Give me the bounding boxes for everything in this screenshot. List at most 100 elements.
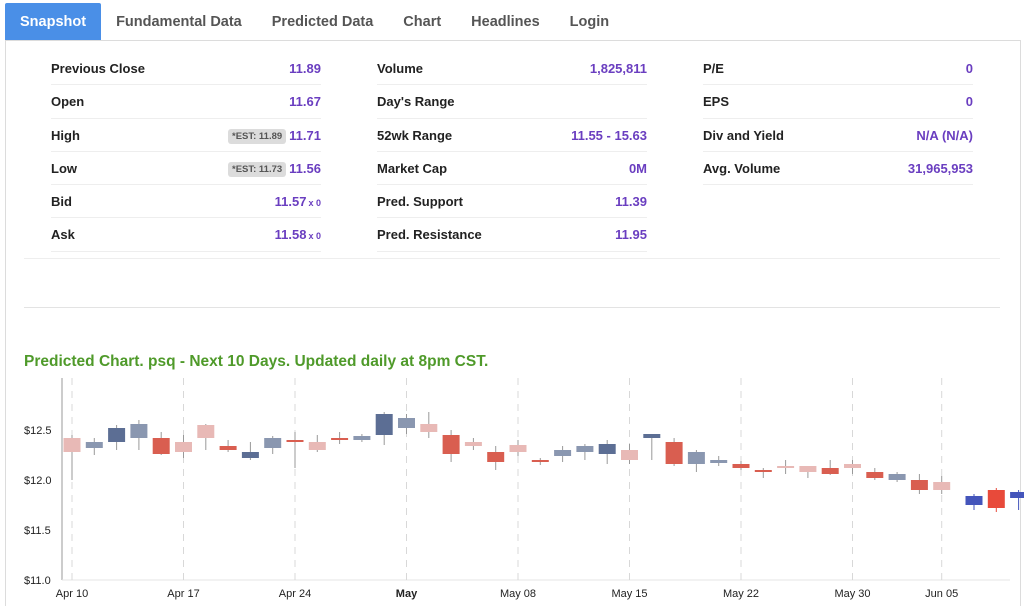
candle bbox=[219, 440, 237, 452]
estimate-badge: *EST: 11.89 bbox=[228, 128, 287, 144]
stat-row-pred-support: Pred. Support 11.39 bbox=[377, 185, 647, 219]
candle bbox=[844, 460, 861, 474]
candle bbox=[554, 446, 572, 462]
candle bbox=[687, 450, 705, 472]
stat-value-high: *EST: 11.89 11.71 bbox=[228, 128, 321, 144]
stat-label: Pred. Support bbox=[377, 194, 463, 210]
candle bbox=[576, 444, 594, 460]
stat-label: P/E bbox=[703, 61, 724, 76]
candle bbox=[331, 432, 349, 444]
stat-value-avg-volume: 31,965,953 bbox=[908, 161, 973, 176]
tab-snapshot[interactable]: Snapshot bbox=[5, 3, 102, 41]
stat-value-div-and-yield: N/A (N/A) bbox=[916, 128, 973, 143]
stat-row-low: Low *EST: 11.73 11.56 bbox=[51, 152, 321, 186]
stat-number: 11.57 bbox=[274, 194, 307, 210]
stat-row-ask: Ask 11.58 x 0 bbox=[51, 218, 321, 252]
y-tick-label: $12.5 bbox=[24, 425, 52, 437]
candle bbox=[598, 440, 616, 464]
stat-label: Volume bbox=[377, 61, 423, 76]
tab-chart[interactable]: Chart bbox=[403, 14, 442, 30]
snapshot-panel bbox=[5, 40, 1021, 606]
x-tick-label: May bbox=[396, 588, 418, 600]
stat-value-p-e: 0 bbox=[966, 61, 973, 76]
stat-value-open: 11.67 bbox=[289, 94, 321, 109]
tab-headlines[interactable]: Headlines bbox=[471, 14, 540, 30]
x-tick-label: Apr 10 bbox=[56, 588, 88, 600]
estimate-badge: *EST: 11.73 bbox=[228, 161, 287, 177]
candle bbox=[63, 435, 81, 480]
stat-number: 11.67 bbox=[289, 94, 321, 110]
stat-value-bid: 11.57 x 0 bbox=[275, 194, 321, 209]
stat-row-div-and-yield: Div and Yield N/A (N/A) bbox=[703, 119, 973, 152]
stat-number: 11.58 bbox=[274, 227, 307, 243]
order-size: x 0 bbox=[308, 198, 321, 209]
section-divider bbox=[24, 258, 1000, 259]
tab-fundamental-data[interactable]: Fundamental Data bbox=[116, 14, 242, 30]
candle bbox=[197, 424, 215, 450]
stat-value-52wk-range: 11.55 - 15.63 bbox=[571, 128, 647, 143]
candle bbox=[933, 476, 951, 494]
stat-label: Previous Close bbox=[51, 61, 145, 76]
x-tick-label: Jun 05 bbox=[925, 588, 958, 600]
stat-row-previous-close: Previous Close 11.89 bbox=[51, 52, 321, 86]
candle bbox=[487, 446, 505, 470]
candle bbox=[375, 412, 393, 445]
tab-login[interactable]: Login bbox=[569, 14, 610, 30]
stat-value-ask: 11.58 x 0 bbox=[275, 227, 321, 242]
order-size: x 0 bbox=[308, 231, 321, 242]
candle bbox=[910, 474, 928, 494]
predicted-candle bbox=[1010, 490, 1024, 510]
candle bbox=[821, 460, 839, 475]
candle bbox=[621, 444, 638, 464]
snapshot-column-1: Previous Close 11.89 Open 11.67 High *EST: 11… bbox=[51, 52, 321, 252]
stat-value-low: *EST: 11.73 11.56 bbox=[228, 161, 321, 177]
x-tick-label: May 22 bbox=[723, 588, 759, 600]
snapshot-column-2: Volume 1,825,811 Day's Range 52wk Range 11.5… bbox=[377, 52, 647, 252]
stat-row-52wk-range: 52wk Range 11.55 - 15.63 bbox=[377, 119, 647, 152]
y-tick-label: $11.0 bbox=[24, 575, 51, 587]
stat-number: N/A (N/A) bbox=[916, 127, 973, 143]
stat-value-pred-support: 11.39 bbox=[615, 194, 647, 209]
candle bbox=[286, 432, 304, 468]
candle bbox=[464, 438, 482, 450]
predicted-candlestick-chart: $11.0 $11.5 $12.0 $12.5 Apr 10 Apr 17 Apr 24 Ma… bbox=[24, 378, 1024, 600]
y-tick-label: $12.0 bbox=[24, 475, 52, 487]
stat-number: 11.56 bbox=[289, 160, 321, 176]
stat-number: 11.95 bbox=[615, 227, 647, 243]
stat-label: Pred. Resistance bbox=[377, 227, 482, 243]
candle bbox=[152, 432, 170, 455]
tab-predicted-data[interactable]: Predicted Data bbox=[271, 14, 374, 30]
stat-label: Low bbox=[51, 160, 77, 176]
x-tick-label: May 30 bbox=[834, 588, 870, 600]
chart-title: Predicted Chart. psq - Next 10 Days. Upd… bbox=[24, 353, 489, 370]
predicted-candle bbox=[965, 494, 983, 510]
candle bbox=[665, 438, 683, 466]
stat-row-p-e: P/E 0 bbox=[703, 52, 973, 86]
stat-label: Ask bbox=[51, 227, 75, 243]
stat-label: Market Cap bbox=[377, 160, 448, 176]
candle bbox=[777, 460, 795, 474]
stat-value-previous-close: 11.89 bbox=[289, 61, 321, 76]
stat-label: EPS bbox=[703, 94, 730, 110]
section-divider bbox=[24, 307, 1000, 308]
stat-row-volume: Volume 1,825,811 bbox=[377, 52, 647, 86]
candle bbox=[353, 434, 371, 442]
stat-label: Open bbox=[51, 94, 85, 110]
candle bbox=[754, 468, 772, 478]
stat-value-volume: 1,825,811 bbox=[590, 61, 647, 76]
candle bbox=[308, 435, 326, 452]
stat-number: 11.55 - 15.63 bbox=[571, 127, 647, 143]
candle bbox=[888, 472, 906, 482]
stat-value-market-cap: 0M bbox=[629, 161, 647, 176]
stat-label: Div and Yield bbox=[703, 127, 784, 143]
candle bbox=[643, 434, 661, 460]
tab-bar: Snapshot Fundamental Data Predicted Data Ch… bbox=[5, 3, 624, 41]
x-tick-label: May 08 bbox=[500, 588, 536, 600]
y-tick-label: $11.5 bbox=[24, 525, 51, 537]
stat-label: High bbox=[51, 127, 80, 143]
stat-number: 11.71 bbox=[289, 127, 321, 143]
stat-number: 11.39 bbox=[615, 194, 647, 210]
stat-row-bid: Bid 11.57 x 0 bbox=[51, 185, 321, 219]
candle bbox=[108, 425, 126, 450]
stat-value-eps: 0 bbox=[966, 94, 973, 109]
